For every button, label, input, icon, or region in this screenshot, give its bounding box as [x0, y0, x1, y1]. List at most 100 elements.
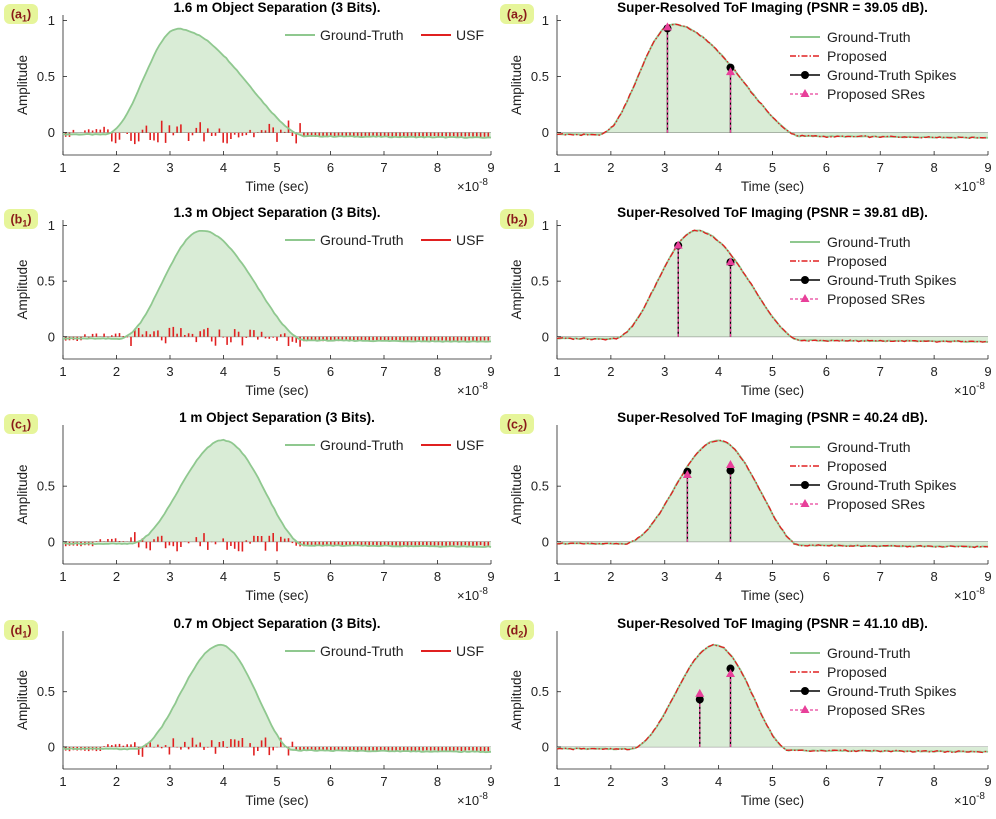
x-tick-label: 5: [273, 774, 280, 789]
x-tick-label: 3: [166, 160, 173, 175]
x-tick-label: 6: [823, 774, 830, 789]
badge-letter: (c: [507, 418, 518, 432]
y-tick-label: 0: [48, 534, 55, 549]
ground-truth-line: [62, 230, 492, 343]
y-axis-label: Amplitude: [509, 464, 524, 524]
x-exponent: ×10-8: [457, 586, 488, 603]
ground-truth-fill: [63, 644, 491, 753]
badge-close: ): [27, 418, 31, 432]
ground-truth-line: [62, 438, 492, 548]
badge-close: ): [27, 8, 31, 22]
legend-sres-marker: [800, 89, 810, 97]
legend-usf-label: USF: [456, 643, 484, 659]
badge-close: ): [523, 624, 527, 638]
y-tick-label: 0: [542, 739, 549, 754]
panel-badge: [4, 209, 38, 229]
x-tick-label: 7: [380, 160, 387, 175]
x-axis-label: Time (sec): [741, 793, 804, 808]
legend-ground-truth-label: Ground-Truth: [320, 643, 404, 659]
x-tick-label: 8: [434, 774, 441, 789]
y-tick-label: 0: [48, 739, 55, 754]
sres-spike-marker: [725, 67, 735, 76]
badge-close: ): [523, 8, 527, 22]
x-exponent-power: -8: [976, 791, 985, 802]
x-tick-label: 3: [166, 364, 173, 379]
ground-truth-spike-marker: [695, 695, 704, 704]
y-tick-label: 0.5: [531, 479, 549, 494]
legend-proposed-label: Proposed: [827, 48, 887, 64]
x-tick-label: 1: [59, 774, 66, 789]
panel-badge-label: (d1): [11, 624, 32, 640]
legend-sres-marker: [800, 705, 810, 713]
x-tick-label: 8: [931, 364, 938, 379]
badge-close: ): [27, 624, 31, 638]
x-tick-label: 5: [273, 569, 280, 584]
x-tick-label: 6: [327, 160, 334, 175]
y-tick-label: 0.5: [37, 274, 55, 289]
x-tick-label: 5: [769, 569, 776, 584]
x-tick-label: 5: [273, 160, 280, 175]
badge-letter: (a: [507, 8, 519, 22]
x-tick-label: 4: [715, 160, 722, 175]
y-tick-label: 1: [48, 218, 55, 233]
legend-usf-label: USF: [456, 27, 484, 43]
x-tick-label: 4: [220, 160, 227, 175]
x-axis-label: Time (sec): [245, 588, 308, 603]
badge-close: ): [523, 418, 527, 432]
sres-spike-marker: [695, 688, 705, 697]
y-tick-label: 1: [48, 13, 55, 28]
x-tick-label: 5: [273, 364, 280, 379]
x-tick-label: 3: [166, 569, 173, 584]
x-tick-label: 8: [931, 569, 938, 584]
panel-c2: 1 2 3 4 5 6 7 8 9 0 0.5 Time (sec) Amplitude ×10-8 Sup…: [500, 410, 992, 603]
x-tick-label: 7: [877, 774, 884, 789]
y-tick-label: 0.5: [531, 274, 549, 289]
proposed-line: [556, 23, 988, 139]
panel-d1: 1 2 3 4 5 6 7 8 9 0 0.5 Time (sec) Amplitude ×10-8 0.7…: [4, 616, 495, 808]
panel-badge: [4, 414, 38, 434]
legend-sres-label: Proposed SRes: [827, 291, 925, 307]
x-tick-label: 2: [113, 774, 120, 789]
x-tick-label: 9: [487, 569, 494, 584]
x-tick-label: 7: [877, 160, 884, 175]
x-tick-label: 7: [877, 569, 884, 584]
x-tick-label: 8: [931, 160, 938, 175]
x-tick-label: 2: [607, 569, 614, 584]
y-tick-label: 1: [542, 218, 549, 233]
x-exponent: ×10-8: [954, 177, 985, 194]
x-tick-label: 1: [59, 569, 66, 584]
badge-subscript: 1: [22, 630, 27, 640]
y-tick-label: 0: [542, 125, 549, 140]
x-tick-label: 1: [553, 569, 560, 584]
legend-usf-label: USF: [456, 232, 484, 248]
panel-badge: [500, 4, 534, 24]
x-exponent: ×10-8: [954, 586, 985, 603]
x-tick-label: 9: [984, 160, 991, 175]
badge-subscript: 1: [22, 424, 27, 434]
badge-letter: (d: [11, 624, 23, 638]
x-exponent: ×10-8: [457, 791, 488, 808]
ground-truth-line: [62, 27, 492, 139]
y-tick-label: 0: [48, 125, 55, 140]
y-tick-label: 0.5: [37, 684, 55, 699]
legend-sres-label: Proposed SRes: [827, 496, 925, 512]
y-axis-label: Amplitude: [15, 670, 30, 730]
y-tick-label: 0.5: [531, 69, 549, 84]
x-exponent-power: -8: [479, 791, 488, 802]
ground-truth-fill: [63, 28, 491, 138]
panel-badge: [4, 4, 38, 24]
legend-gt-spikes-label: Ground-Truth Spikes: [827, 272, 956, 288]
legend-ground-truth-label: Ground-Truth: [827, 645, 911, 661]
x-axis-label: Time (sec): [245, 793, 308, 808]
x-axis-label: Time (sec): [245, 179, 308, 194]
y-axis-label: Amplitude: [509, 670, 524, 730]
panel-badge: [500, 414, 534, 434]
x-tick-label: 1: [553, 364, 560, 379]
badge-letter: (b: [507, 213, 519, 227]
legend-sres-marker: [800, 294, 810, 302]
panel-title: Super-Resolved ToF Imaging (PSNR = 40.24…: [617, 410, 928, 425]
x-tick-label: 4: [220, 774, 227, 789]
legend-proposed-label: Proposed: [827, 253, 887, 269]
panel-badge-label: (a2): [507, 8, 527, 24]
